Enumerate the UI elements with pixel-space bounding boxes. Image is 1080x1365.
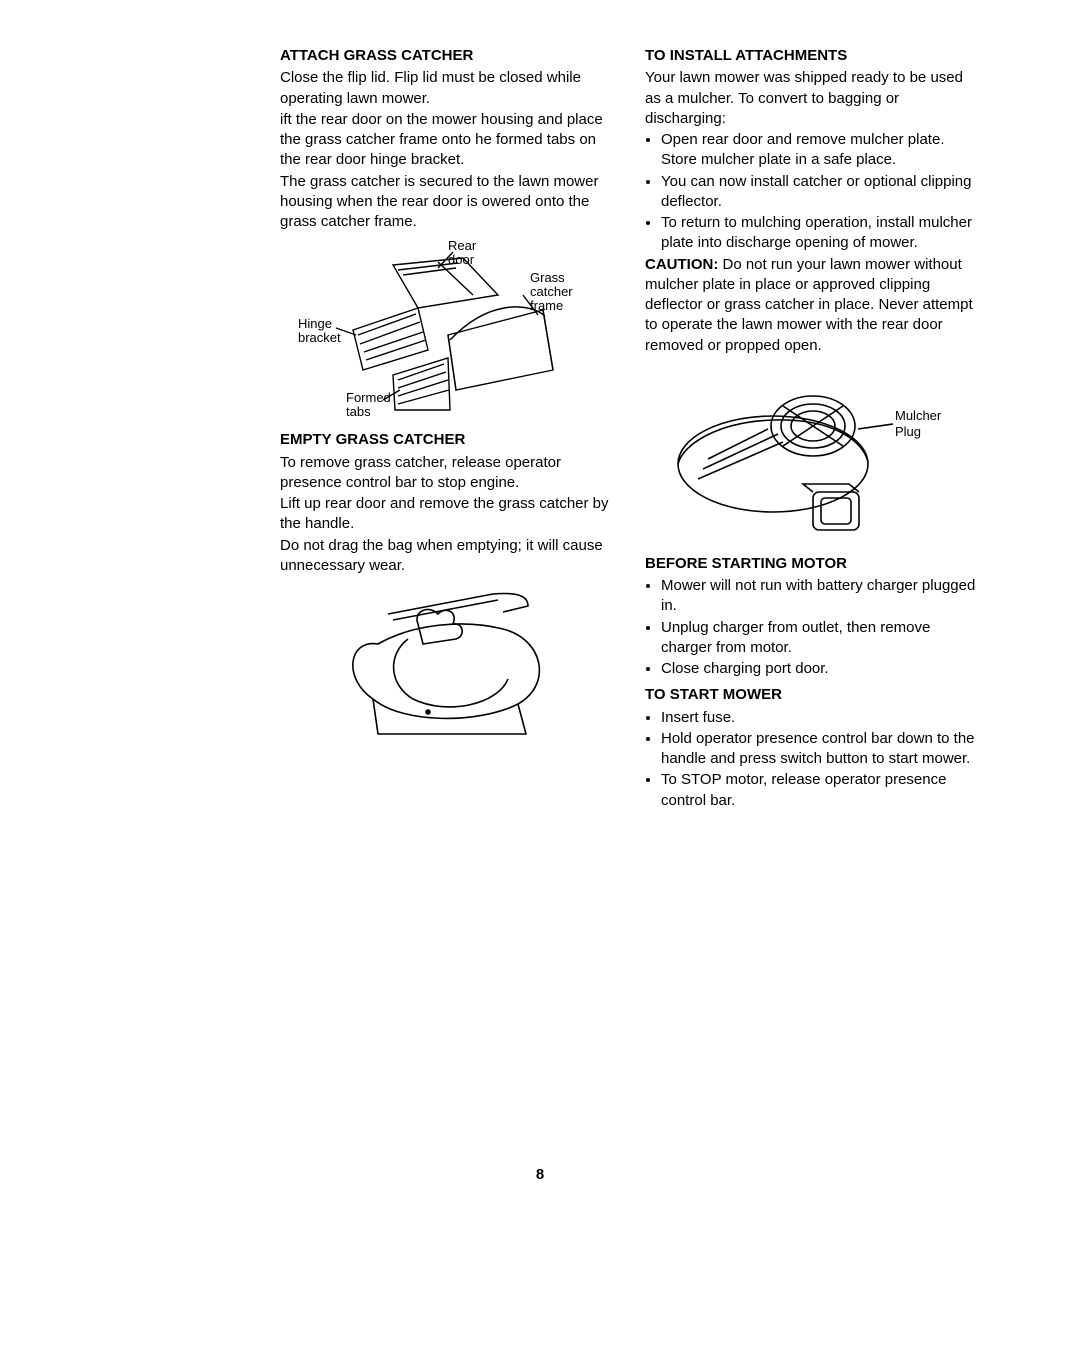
label-formed: Formed	[346, 390, 391, 405]
label-plug: Plug	[895, 424, 921, 439]
label-bracket: bracket	[298, 330, 341, 345]
empty-catcher-svg	[318, 584, 578, 754]
li-install-1: Open rear door and remove mulcher plate.…	[661, 130, 980, 171]
para-caution: CAUTION: Do not run your lawn mower with…	[645, 255, 980, 356]
caution-label: CAUTION:	[645, 256, 718, 273]
label-hinge: Hinge	[298, 316, 332, 331]
label-mulcher: Mulcher	[895, 408, 942, 423]
mulcher-plug-svg: Mulcher Plug	[663, 374, 963, 544]
li-before-3: Close charging port door.	[661, 659, 980, 679]
para-attach-3: The grass catcher is secured to the lawn…	[280, 172, 615, 233]
label-frame: frame	[530, 298, 563, 313]
para-empty-2: Lift up rear door and remove the grass c…	[280, 494, 615, 535]
li-start-1: Insert fuse.	[661, 708, 980, 728]
figure-grass-catcher-frame: Rear door Grass catcher frame Hinge brac…	[280, 240, 615, 420]
para-attach-2: ift the rear door on the mower housing a…	[280, 110, 615, 171]
list-before-starting: Mower will not run with battery charger …	[645, 576, 980, 679]
grass-catcher-svg: Rear door Grass catcher frame Hinge brac…	[298, 240, 598, 420]
label-tabs: tabs	[346, 404, 371, 419]
li-start-3: To STOP motor, release operator presence…	[661, 770, 980, 811]
para-empty-1: To remove grass catcher, release operato…	[280, 453, 615, 494]
li-before-1: Mower will not run with battery charger …	[661, 576, 980, 617]
heading-before-starting: BEFORE STARTING MOTOR	[645, 554, 980, 574]
li-before-2: Unplug charger from outlet, then remove …	[661, 618, 980, 659]
right-column: TO INSTALL ATTACHMENTS Your lawn mower w…	[645, 40, 980, 812]
heading-install-attachments: TO INSTALL ATTACHMENTS	[645, 46, 980, 66]
label-rear-door-2: door	[448, 252, 475, 267]
li-install-3: To return to mulching operation, install…	[661, 213, 980, 254]
left-column: ATTACH GRASS CATCHER Close the flip lid.…	[280, 40, 615, 812]
figure-empty-catcher	[280, 584, 615, 754]
label-grass: Grass	[530, 270, 565, 285]
page-two-column: ATTACH GRASS CATCHER Close the flip lid.…	[60, 40, 1020, 812]
para-attach-1: Close the flip lid. Flip lid must be clo…	[280, 68, 615, 109]
li-start-2: Hold operator presence control bar down …	[661, 729, 980, 770]
heading-to-start-mower: TO START MOWER	[645, 685, 980, 705]
heading-empty-grass-catcher: EMPTY GRASS CATCHER	[280, 430, 615, 450]
page-number: 8	[0, 1165, 1080, 1185]
para-empty-3: Do not drag the bag when emptying; it wi…	[280, 536, 615, 577]
label-catcher: catcher	[530, 284, 573, 299]
list-install: Open rear door and remove mulcher plate.…	[645, 130, 980, 254]
li-install-2: You can now install catcher or optional …	[661, 172, 980, 213]
heading-attach-grass-catcher: ATTACH GRASS CATCHER	[280, 46, 615, 66]
list-start-mower: Insert fuse. Hold operator presence cont…	[645, 708, 980, 811]
para-install-intro: Your lawn mower was shipped ready to be …	[645, 68, 980, 129]
figure-mulcher-plug: Mulcher Plug	[645, 374, 980, 544]
